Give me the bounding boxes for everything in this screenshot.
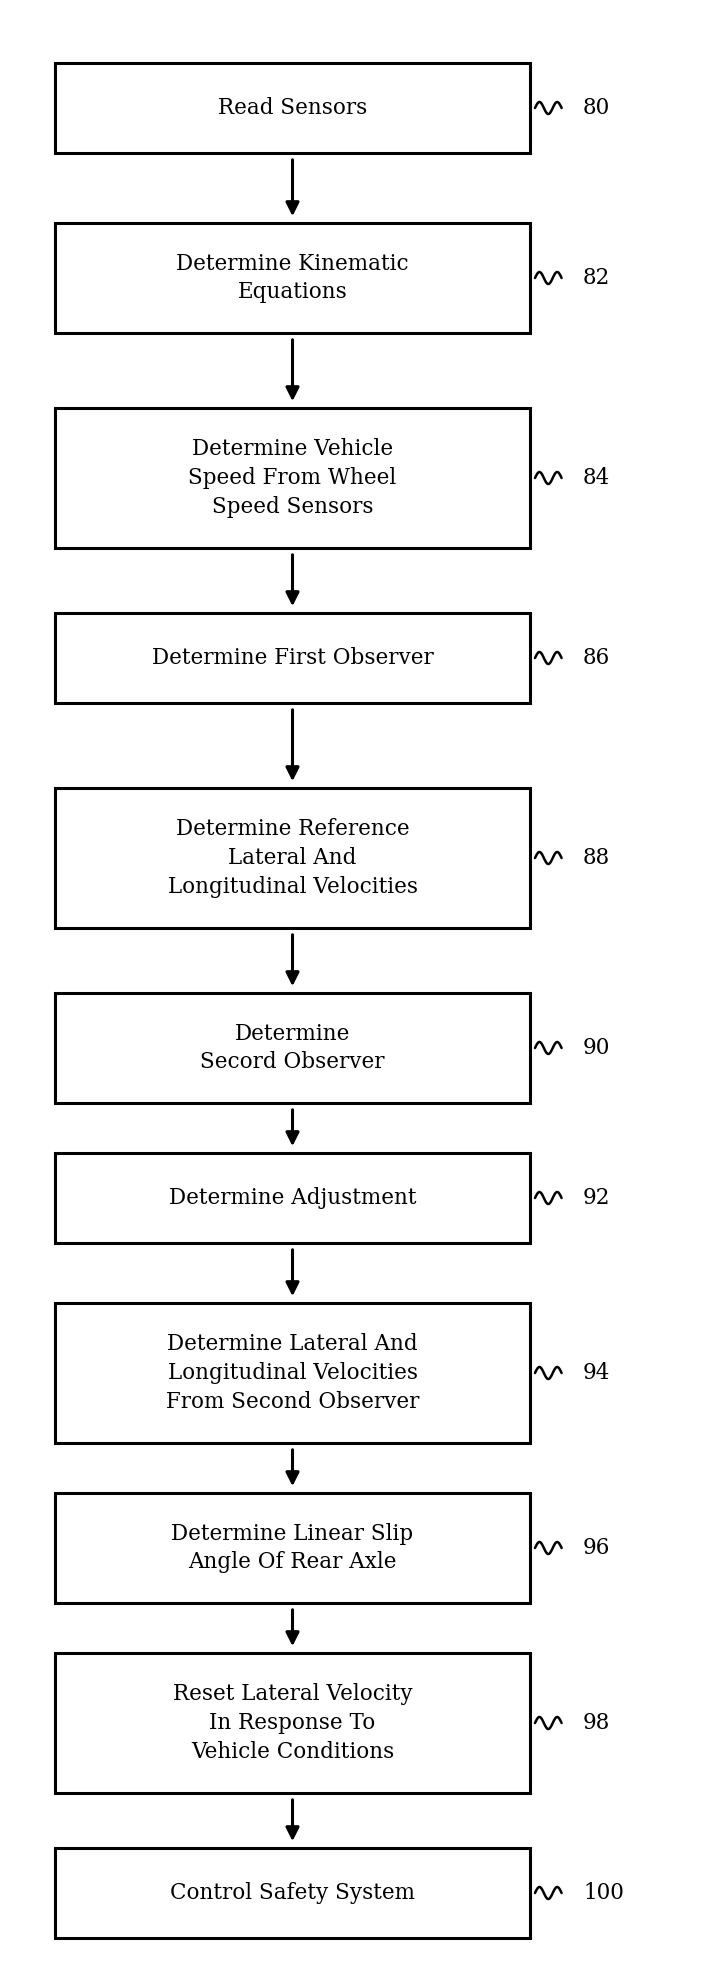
Text: 80: 80 xyxy=(583,97,610,119)
Text: Read Sensors: Read Sensors xyxy=(218,97,367,119)
Text: 98: 98 xyxy=(583,1712,610,1734)
Bar xyxy=(55,408,530,549)
Bar xyxy=(55,1493,530,1602)
Text: 100: 100 xyxy=(583,1883,624,1905)
Text: Determine Linear Slip
Angle Of Rear Axle: Determine Linear Slip Angle Of Rear Axle xyxy=(172,1523,413,1573)
Text: 92: 92 xyxy=(583,1187,610,1209)
Text: Control Safety System: Control Safety System xyxy=(170,1883,415,1905)
Text: Determine First Observer: Determine First Observer xyxy=(151,646,434,670)
Bar xyxy=(55,64,530,153)
Text: 90: 90 xyxy=(583,1038,610,1060)
Bar xyxy=(55,223,530,334)
Bar xyxy=(55,1153,530,1242)
Text: 94: 94 xyxy=(583,1362,610,1384)
Bar xyxy=(55,787,530,928)
Text: Determine
Secord Observer: Determine Secord Observer xyxy=(201,1022,384,1074)
Text: Determine Lateral And
Longitudinal Velocities
From Second Observer: Determine Lateral And Longitudinal Veloc… xyxy=(166,1334,419,1413)
Text: 86: 86 xyxy=(583,646,610,670)
Text: Determine Adjustment: Determine Adjustment xyxy=(169,1187,416,1209)
Text: Determine Kinematic
Equations: Determine Kinematic Equations xyxy=(176,252,409,304)
Text: 84: 84 xyxy=(583,467,610,489)
Text: Reset Lateral Velocity
In Response To
Vehicle Conditions: Reset Lateral Velocity In Response To Ve… xyxy=(173,1684,412,1763)
Bar xyxy=(55,612,530,704)
Text: Determine Reference
Lateral And
Longitudinal Velocities: Determine Reference Lateral And Longitud… xyxy=(167,819,418,899)
Text: 82: 82 xyxy=(583,266,610,288)
Bar xyxy=(55,1302,530,1443)
Text: Determine Vehicle
Speed From Wheel
Speed Sensors: Determine Vehicle Speed From Wheel Speed… xyxy=(188,437,397,517)
Text: 88: 88 xyxy=(583,847,610,869)
Bar xyxy=(55,1652,530,1793)
Text: 96: 96 xyxy=(583,1537,610,1559)
Bar xyxy=(55,1849,530,1938)
Bar xyxy=(55,992,530,1103)
